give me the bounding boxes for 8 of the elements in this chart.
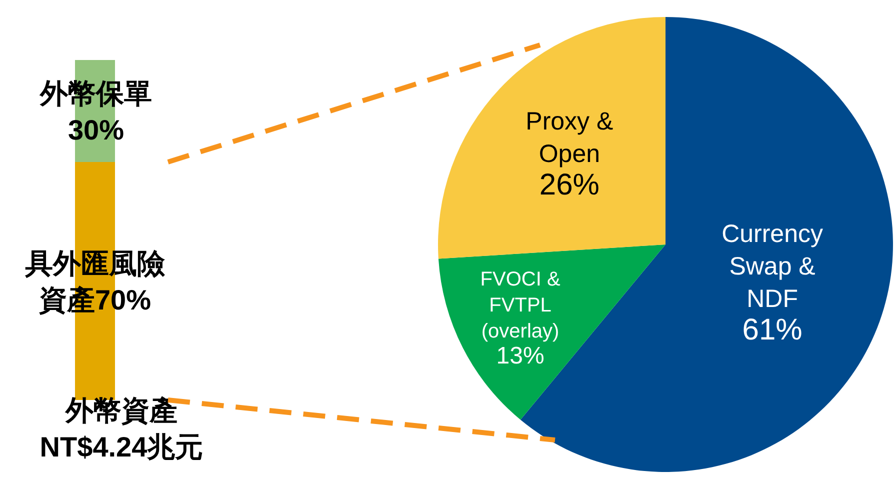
pie-slice — [438, 244, 666, 420]
slice-label: Currency Swap & NDF — [722, 220, 824, 313]
data-label: 26% — [539, 168, 600, 202]
slice-label: FVOCI & FVTPL (overlay) — [480, 268, 561, 342]
slice-label: Proxy & Open — [526, 107, 614, 168]
data-label: 13% — [496, 342, 544, 370]
data-label: 61% — [742, 313, 802, 346]
pie-slice — [438, 17, 666, 259]
